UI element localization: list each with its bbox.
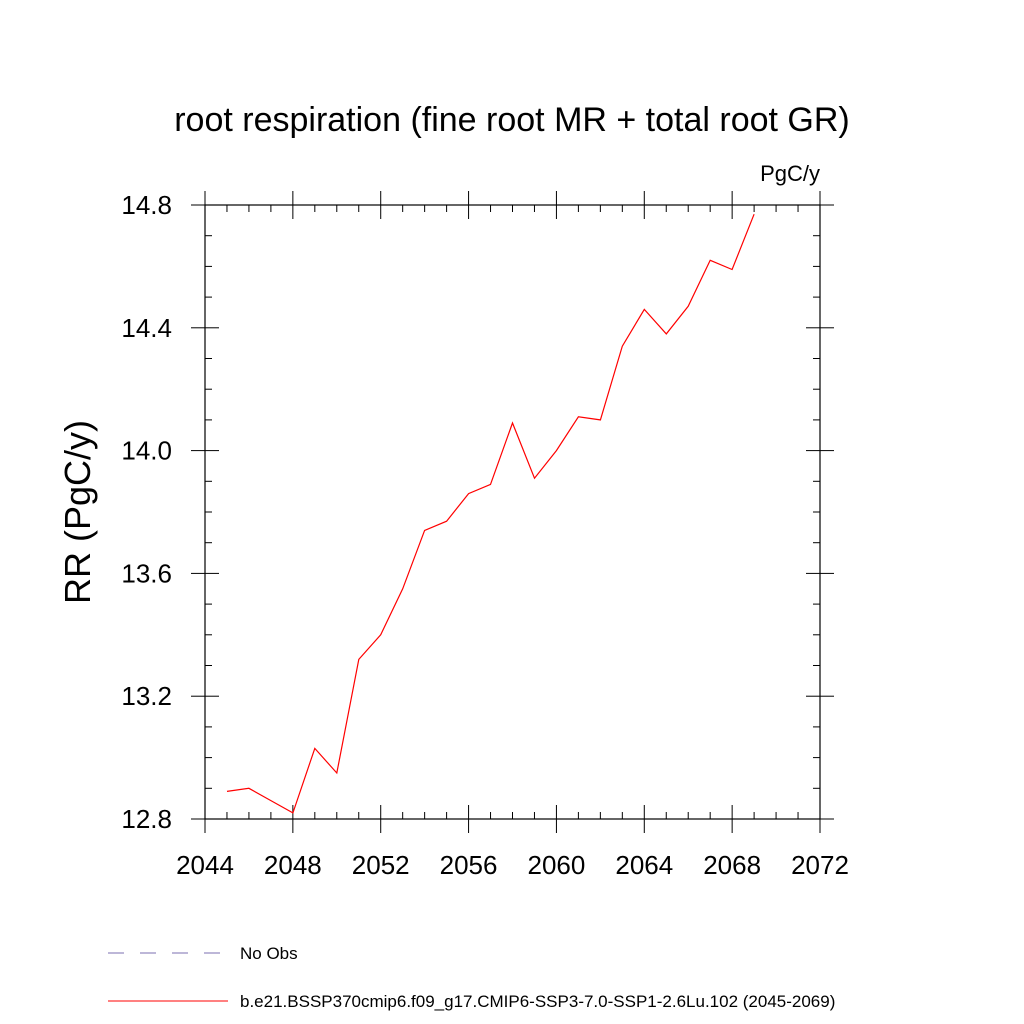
x-tick-label: 2048 (264, 850, 322, 880)
units-label: PgC/y (760, 161, 820, 186)
series-line (226, 213, 755, 814)
y-tick-label: 13.6 (121, 558, 172, 588)
x-tick-label: 2044 (176, 850, 234, 880)
x-tick-label: 2060 (528, 850, 586, 880)
legend-label-model-run: b.e21.BSSP370cmip6.f09_g17.CMIP6-SSP3-7.… (240, 992, 835, 1011)
x-tick-label: 2064 (615, 850, 673, 880)
x-tick-label: 2068 (703, 850, 761, 880)
chart-title: root respiration (fine root MR + total r… (174, 101, 850, 139)
x-tick-label: 2056 (440, 850, 498, 880)
y-tick-labels: 12.8 13.2 13.6 14.0 14.4 14.8 (121, 190, 172, 834)
x-tick-labels: 2044 2048 2052 2056 2060 2064 2068 2072 (176, 850, 849, 880)
x-tick-label: 2052 (352, 850, 410, 880)
series-group (226, 213, 755, 814)
plot-frame (204, 204, 821, 820)
legend-label-no-obs: No Obs (240, 944, 298, 963)
x-tick-label: 2072 (791, 850, 849, 880)
legend: No Obs b.e21.BSSP370cmip6.f09_g17.CMIP6-… (108, 944, 835, 1011)
axis-ticks (191, 191, 834, 833)
y-tick-label: 12.8 (121, 804, 172, 834)
y-tick-label: 14.8 (121, 190, 172, 220)
y-tick-label: 13.2 (121, 681, 172, 711)
y-tick-label: 14.0 (121, 436, 172, 466)
y-axis-title: RR (PgC/y) (57, 420, 98, 604)
y-tick-label: 14.4 (121, 313, 172, 343)
